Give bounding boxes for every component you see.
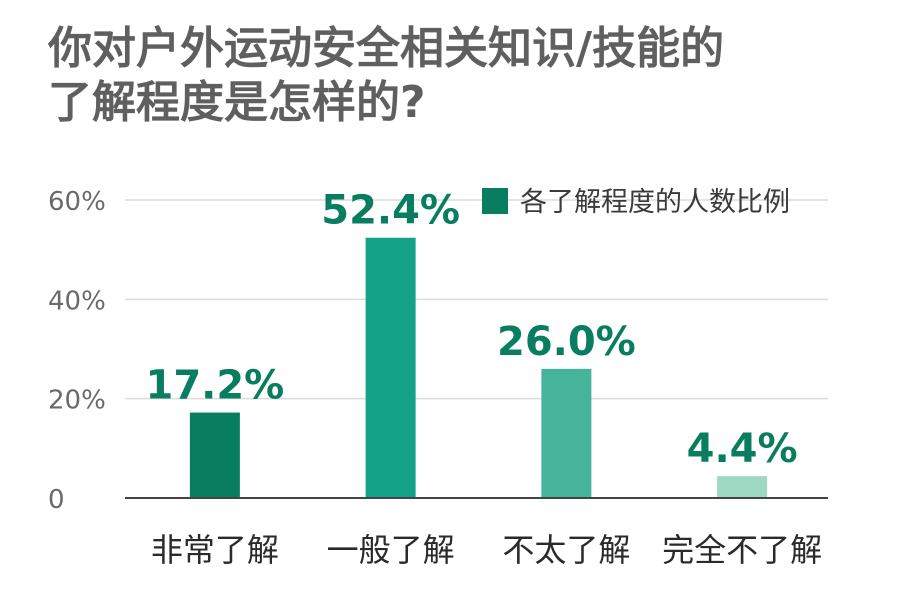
data-label: 26.0% (497, 319, 636, 365)
bar (365, 237, 416, 498)
x-tick-label: 不太了解 (502, 531, 630, 569)
chart-title-line-1: 你对户外运动安全相关知识/技能的 (48, 23, 725, 74)
x-tick-label: 非常了解 (151, 531, 279, 569)
bar (541, 368, 592, 498)
legend-swatch (482, 188, 508, 214)
y-tick-label: 60% (48, 187, 106, 217)
bar (717, 476, 768, 498)
data-label: 4.4% (687, 426, 798, 472)
x-tick-label: 完全不了解 (662, 531, 822, 569)
y-tick-label: 40% (48, 286, 106, 316)
chart-title-line-2: 了解程度是怎样的? (48, 77, 426, 128)
bar (189, 412, 240, 498)
chart-title: 你对户外运动安全相关知识/技能的 了解程度是怎样的? (48, 22, 888, 130)
y-tick-label: 20% (48, 386, 106, 416)
y-tick-label: 0 (48, 485, 65, 515)
data-label: 17.2% (145, 363, 284, 409)
legend-label: 各了解程度的人数比例 (520, 187, 790, 218)
x-tick-label: 一般了解 (327, 531, 455, 569)
data-label: 52.4% (321, 188, 460, 234)
